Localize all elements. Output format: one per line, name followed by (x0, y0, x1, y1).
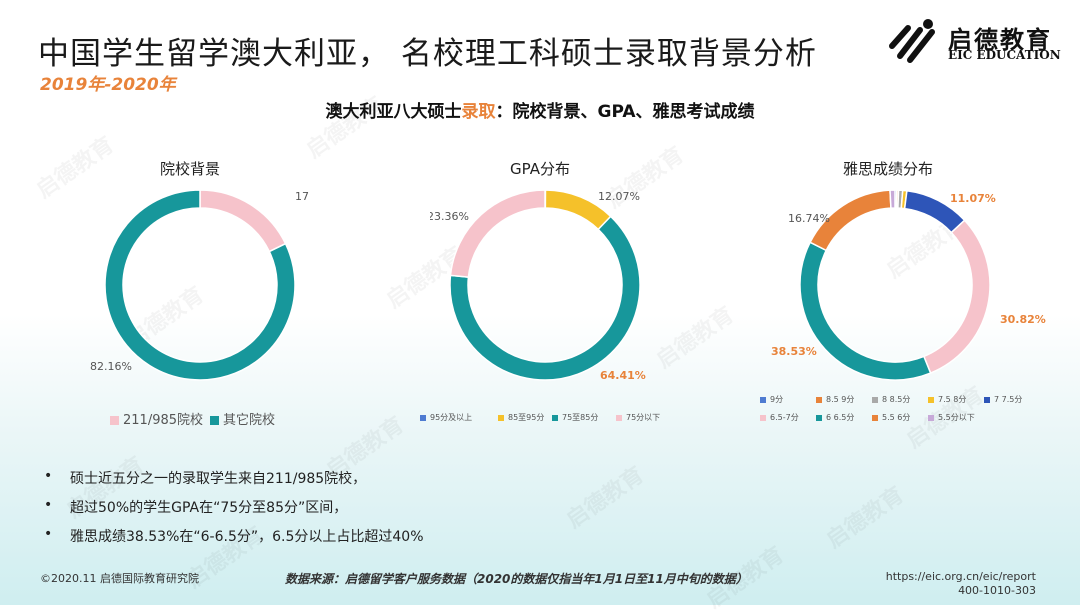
legend-swatch (816, 415, 822, 421)
logo-text-en: EIC EDUCATION (948, 48, 1061, 62)
data-source-text: 数据来源：启德留学客户服务数据（2020的数据仅指当年1月1日至11月中旬的数据… (285, 570, 748, 587)
legend-label: 7.5 8分 (938, 395, 966, 404)
donut-slice (800, 242, 931, 380)
data-label: 17.84% (295, 190, 310, 203)
legend-label: 其它院校 (223, 413, 275, 428)
legend-swatch (928, 397, 934, 403)
data-label: 30.82% (1000, 313, 1046, 326)
legend-label: 75至85分 (562, 413, 598, 422)
watermark: 启德教育 (649, 298, 739, 375)
legend-label: 8 8.5分 (882, 395, 910, 404)
watermark: 启德教育 (819, 478, 909, 555)
page-title: 中国学生留学澳大利亚， 名校理工科硕士录取背景分析 (38, 28, 817, 73)
legend-swatch (760, 397, 766, 403)
legend-item: 9分 (760, 394, 783, 405)
legend-item: 6 6.5分 (816, 412, 854, 423)
legend-label: 8.5 9分 (826, 395, 854, 404)
legend-swatch (616, 415, 622, 421)
legend-item: 8.5 9分 (816, 394, 854, 405)
legend-item: 75至85分 (552, 412, 598, 423)
legend-item: 211/985院校 (110, 409, 203, 428)
legend-item: 5.5分以下 (928, 412, 975, 423)
copyright-text: ©2020.11 启德国际教育研究院 (40, 570, 199, 586)
ielts-legend: 9分 8.5 9分 8 8.5分 7.5 8分 7 7.5分 6.5-7分 6 6.5分 5.… (760, 394, 1060, 428)
donut-slice (924, 220, 990, 373)
ielts-donut-chart: 11.07% 30.82% 38.53% 16.74% (760, 180, 1060, 400)
chart-title-gpa: GPA分布 (390, 158, 690, 179)
legend-item: 其它院校 (210, 409, 275, 428)
chart-title-ielts: 雅思成绩分布 (738, 158, 1038, 179)
school-legend: 211/985院校 其它院校 (110, 409, 330, 429)
chart-title-school: 院校背景 (40, 158, 340, 179)
legend-swatch (210, 416, 219, 425)
legend-item: 85至95分 (498, 412, 544, 423)
bullet-text: 超过50%的学生GPA在“75分至85分”区间， (70, 497, 347, 517)
legend-swatch (872, 397, 878, 403)
phone-number: 400-1010-303 (886, 584, 1036, 598)
legend-swatch (872, 415, 878, 421)
legend-swatch (552, 415, 558, 421)
section-title: 澳大利亚八大硕士录取：院校背景、GPA、雅思考试成绩 (0, 97, 1080, 122)
report-url: https://eic.org.cn/eic/report (886, 570, 1036, 584)
data-label: 23.36% (430, 210, 469, 223)
legend-item: 7 7.5分 (984, 394, 1022, 405)
eic-logo-icon (888, 16, 938, 66)
donut-slice (890, 190, 895, 208)
legend-label: 95分及以上 (430, 413, 472, 422)
school-background-donut-chart: 17.84% 82.16% (90, 180, 310, 400)
section-title-highlight: 录取 (461, 102, 495, 122)
section-title-prefix: 澳大利亚八大硕士 (325, 102, 461, 122)
data-label: 11.07% (950, 192, 996, 205)
gpa-legend: 95分及以上 85至95分 75至85分 75分以下 (420, 412, 680, 426)
legend-swatch (984, 397, 990, 403)
brand-logo: 启德教育 EIC EDUCATION (888, 16, 1068, 66)
donut-slice (450, 190, 545, 277)
legend-label: 75分以下 (626, 413, 660, 422)
legend-item: 75分以下 (616, 412, 660, 423)
legend-label: 5.5 6分 (882, 413, 910, 422)
donut-slice (200, 190, 286, 252)
legend-label: 7 7.5分 (994, 395, 1022, 404)
data-label: 82.16% (90, 360, 132, 373)
bullet-marker: • (44, 497, 52, 513)
bullet-marker: • (44, 526, 52, 542)
legend-item: 6.5-7分 (760, 412, 799, 423)
watermark: 启德教育 (559, 458, 649, 535)
legend-label: 9分 (770, 395, 783, 404)
legend-item: 7.5 8分 (928, 394, 966, 405)
bullet-marker: • (44, 468, 52, 484)
bullet-text: 雅思成绩38.53%在“6-6.5分”，6.5分以上占比超过40% (70, 526, 424, 546)
data-label: 38.53% (771, 345, 817, 358)
legend-label: 6.5-7分 (770, 413, 799, 422)
legend-swatch (760, 415, 766, 421)
section-title-suffix: ：院校背景、GPA、雅思考试成绩 (495, 102, 754, 122)
legend-swatch (816, 397, 822, 403)
data-label: 64.41% (600, 369, 646, 382)
page-subtitle: 2019年-2020年 (40, 70, 176, 95)
legend-label: 85至95分 (508, 413, 544, 422)
bullet-text: 硕士近五分之一的录取学生来自211/985院校， (70, 468, 366, 488)
legend-item: 8 8.5分 (872, 394, 910, 405)
gpa-donut-chart: 12.07% 64.41% 23.36% (430, 180, 660, 400)
legend-item: 5.5 6分 (872, 412, 910, 423)
data-label: 16.74% (788, 212, 830, 225)
legend-label: 5.5分以下 (938, 413, 975, 422)
legend-swatch (420, 415, 426, 421)
footer-contact: https://eic.org.cn/eic/report 400-1010-3… (886, 570, 1036, 598)
legend-label: 6 6.5分 (826, 413, 854, 422)
data-label: 12.07% (598, 190, 640, 203)
legend-swatch (498, 415, 504, 421)
legend-swatch (928, 415, 934, 421)
legend-item: 95分及以上 (420, 412, 472, 423)
legend-swatch (110, 416, 119, 425)
legend-label: 211/985院校 (123, 413, 203, 428)
